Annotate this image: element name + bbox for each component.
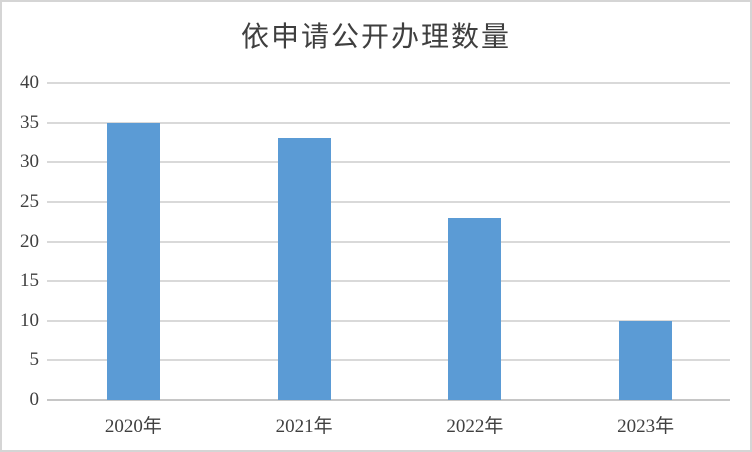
gridline bbox=[47, 359, 730, 362]
gridline bbox=[47, 200, 730, 203]
x-axis-line bbox=[47, 399, 730, 401]
y-tick-label: 0 bbox=[29, 389, 40, 410]
y-tick-label: 25 bbox=[20, 190, 39, 212]
x-tick-label: 2023年 bbox=[617, 416, 675, 437]
y-tick-label: 30 bbox=[20, 151, 39, 173]
y-tick-label: 15 bbox=[20, 270, 39, 292]
y-tick-label: 5 bbox=[29, 349, 40, 371]
x-tick-label: 2022年 bbox=[446, 416, 504, 437]
bar-2023年 bbox=[619, 320, 673, 400]
gridline bbox=[47, 280, 730, 283]
y-tick-label: 10 bbox=[20, 309, 39, 331]
bar-2022年 bbox=[448, 217, 502, 400]
x-tick-label: 2020年 bbox=[104, 416, 162, 437]
gridline bbox=[47, 121, 730, 124]
y-tick-label: 35 bbox=[20, 111, 39, 133]
y-tick-label: 20 bbox=[20, 230, 39, 252]
gridline bbox=[47, 240, 730, 243]
y-tick-label: 40 bbox=[20, 72, 39, 93]
gridline bbox=[47, 161, 730, 164]
x-tick-label: 2021年 bbox=[275, 416, 333, 437]
bar-2021年 bbox=[277, 138, 331, 400]
bar-2020年 bbox=[106, 122, 160, 400]
chart-title: 依申请公开办理数量 bbox=[240, 22, 511, 53]
gridline bbox=[47, 82, 730, 84]
gridline bbox=[47, 319, 730, 322]
